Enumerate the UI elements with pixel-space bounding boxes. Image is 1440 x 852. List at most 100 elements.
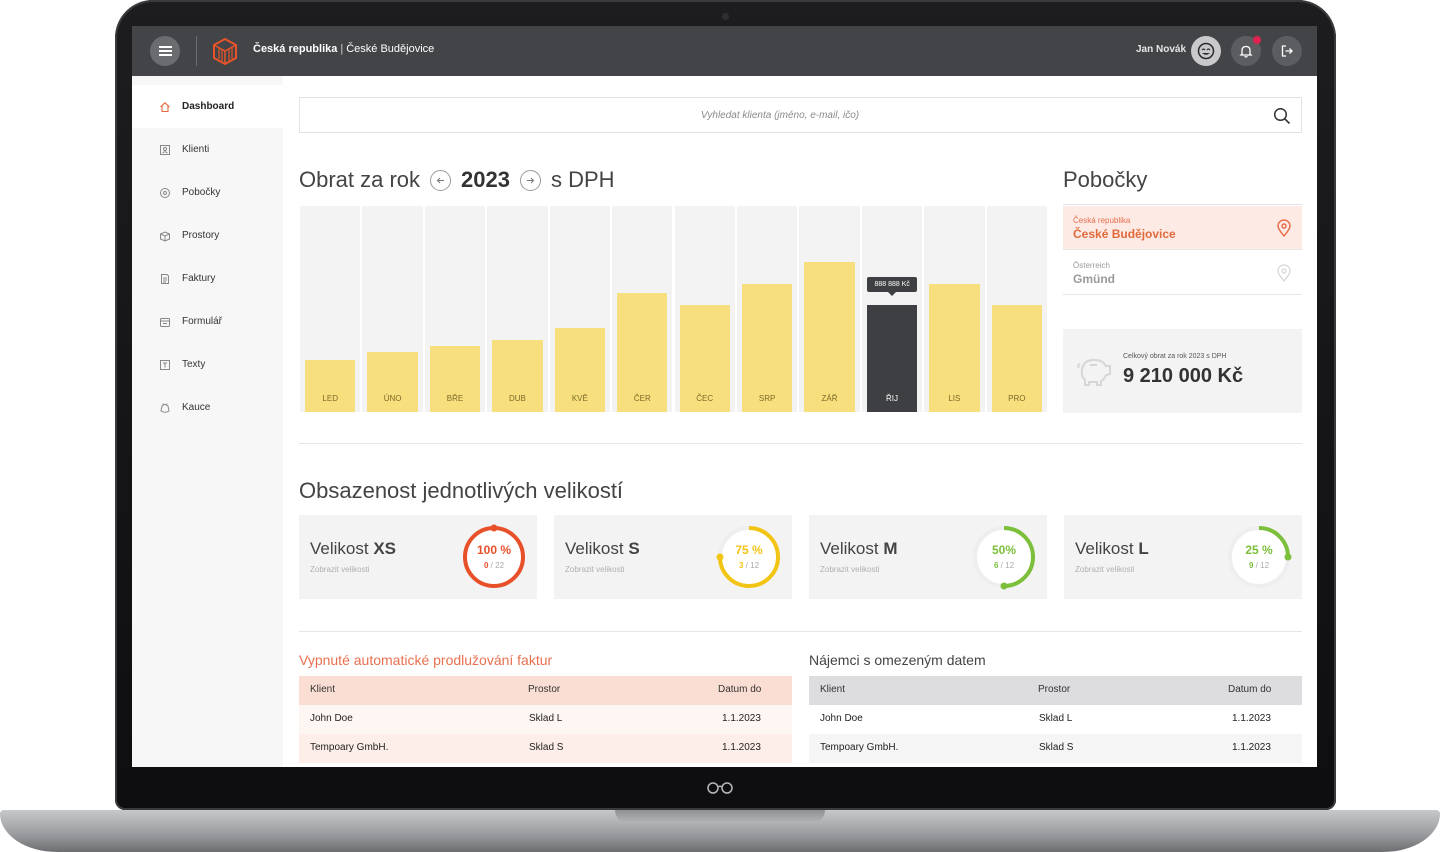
size-card-xs[interactable]: Velikost XS Zobrazit velikosti 100 % 0 /…	[299, 515, 537, 599]
sidebar-item-dashboard[interactable]: Dashboard	[132, 85, 283, 128]
column-header-date: Datum do	[718, 684, 762, 695]
ring-total: / 12	[745, 561, 760, 570]
search-input[interactable]	[300, 98, 1260, 132]
size-card-l[interactable]: Velikost L Zobrazit velikosti 25 % 9 / 1…	[1064, 515, 1302, 599]
table-header: Klient Prostor Datum do	[299, 676, 792, 705]
chart-bar-7[interactable]: SRP	[741, 284, 793, 412]
column-header-date: Datum do	[1228, 684, 1272, 695]
ring-total: / 12	[1255, 561, 1270, 570]
occupancy-ring: 100 % 0 / 22	[459, 522, 529, 592]
chart-tick-label: ČEC	[696, 394, 714, 403]
progress-ring	[973, 526, 1035, 590]
chart-bar-0[interactable]: LED	[305, 360, 356, 412]
deposit-icon	[160, 402, 170, 413]
sidebar-item-texty[interactable]: Texty	[132, 343, 283, 386]
chart-bar-2[interactable]: BŘE	[429, 346, 481, 412]
divider	[299, 631, 1302, 632]
search-icon[interactable]	[1273, 107, 1291, 125]
sidebar-item-klienti[interactable]: Klienti	[132, 128, 283, 171]
chart-tick-label: SRP	[758, 394, 776, 403]
ring-used: 0	[483, 561, 489, 570]
cell-space: Sklad L	[1039, 713, 1073, 724]
sidebar-item-prostory[interactable]: Prostory	[132, 214, 283, 257]
logout-button[interactable]	[1272, 36, 1302, 66]
location-breadcrumb[interactable]: Česká republika | České Budějovice	[253, 43, 434, 55]
size-code: M	[883, 539, 898, 558]
divider	[299, 443, 1302, 444]
sidebar-item-pobocky[interactable]: Pobočky	[132, 171, 283, 214]
show-sizes-link[interactable]: Zobrazit velikosti	[310, 565, 370, 574]
size-code: XS	[373, 539, 397, 558]
sidebar-item-label: Formulář	[182, 316, 223, 327]
table-header: Klient Prostor Datum do	[809, 676, 1302, 705]
top-bar: Česká republika | České Budějovice Jan Nov…	[132, 26, 1317, 76]
ring-percent: 75 %	[735, 543, 763, 557]
ring-count: 9 / 12	[1224, 561, 1294, 570]
chart-bar-4[interactable]: KVĚ	[554, 328, 606, 412]
table-title-auto-renewal-off: Vypnuté automatické prodlužování faktur	[299, 652, 553, 668]
user-name: Jan Novák	[1136, 44, 1187, 55]
size-card-title: Velikost L	[1075, 539, 1149, 559]
sidebar-item-formular[interactable]: Formulář	[132, 300, 283, 343]
menu-button[interactable]	[150, 36, 180, 66]
table-title-limited-date: Nájemci s omezeným datem	[809, 652, 986, 668]
divider	[196, 36, 197, 66]
ring-percent: 25 %	[1245, 543, 1273, 557]
branch-item-ceske-budejovice[interactable]: Česká republika České Budějovice	[1063, 206, 1302, 250]
ring-knob	[1284, 553, 1292, 561]
branch-country: Österreich	[1073, 261, 1110, 270]
show-sizes-link[interactable]: Zobrazit velikosti	[820, 565, 880, 574]
cell-space: Sklad L	[529, 713, 563, 724]
ring-knob	[716, 553, 724, 561]
ring-total: / 22	[490, 561, 505, 570]
chart-bar-8[interactable]: ZÁŘ	[804, 262, 855, 412]
chart-bar-9[interactable]: ŘIJ	[866, 305, 918, 412]
table-row[interactable]: John Doe Sklad L 1.1.2023	[809, 705, 1302, 734]
avatar[interactable]	[1191, 36, 1221, 66]
sidebar-item-label: Dashboard	[182, 101, 235, 112]
prev-year-button[interactable]	[430, 169, 452, 191]
chart-bar-1[interactable]: ÚNO	[367, 352, 418, 412]
cell-client: Tempoary GmbH.	[820, 742, 899, 753]
cell-client: John Doe	[310, 713, 353, 724]
cell-date: 1.1.2023	[722, 742, 761, 753]
logo-icon[interactable]	[210, 36, 240, 66]
size-prefix: Velikost	[310, 539, 369, 558]
laptop-notch	[615, 810, 825, 823]
table-row[interactable]: John Doe Sklad L 1.1.2023	[299, 705, 792, 734]
sidebar-item-label: Faktury	[182, 273, 216, 284]
sidebar-item-label: Klienti	[182, 144, 210, 155]
cell-space: Sklad S	[1039, 742, 1074, 753]
chart-bar-5[interactable]: ČER	[617, 293, 668, 412]
chart-bar-11[interactable]: PRO	[991, 305, 1042, 412]
ring-used: 6	[993, 561, 999, 570]
smiley-icon	[1197, 42, 1215, 60]
branch-city: České Budějovice	[1073, 227, 1176, 241]
size-card-m[interactable]: Velikost M Zobrazit velikosti 50% 6 / 12	[809, 515, 1047, 599]
chart-bar-3[interactable]: DUB	[492, 340, 543, 412]
map-pin-icon	[1277, 264, 1291, 282]
size-card-s[interactable]: Velikost S Zobrazit velikosti 75 % 3 / 1…	[554, 515, 792, 599]
ring-total: / 12	[1000, 561, 1015, 570]
table-row[interactable]: Tempoary GmbH. Sklad S 1.1.2023	[809, 734, 1302, 763]
next-year-button[interactable]	[520, 169, 541, 191]
chart-tick-label: ŘIJ	[885, 394, 898, 403]
sidebar-item-kauce[interactable]: Kauce	[132, 386, 283, 429]
show-sizes-link[interactable]: Zobrazit velikosti	[565, 565, 625, 574]
show-sizes-link[interactable]: Zobrazit velikosti	[1075, 565, 1135, 574]
chart-bar-10[interactable]: LIS	[929, 284, 980, 412]
cell-date: 1.1.2023	[1232, 713, 1271, 724]
branch-item-gmund[interactable]: Österreich Gmünd	[1063, 251, 1302, 295]
chart-tick-label: BŘE	[446, 394, 464, 403]
sidebar-item-faktury[interactable]: Faktury	[132, 257, 283, 300]
ring-percent: 50%	[991, 543, 1017, 557]
chart-bar-6[interactable]: ČEC	[679, 305, 730, 412]
size-prefix: Velikost	[565, 539, 624, 558]
chart-tooltip: 888 888 Kč	[867, 277, 917, 296]
divider	[1063, 204, 1302, 205]
size-card-title: Velikost M	[820, 539, 898, 559]
size-code: S	[628, 539, 640, 558]
table-row[interactable]: Tempoary GmbH. Sklad S 1.1.2023	[299, 734, 792, 763]
ring-knob	[490, 524, 498, 532]
chart-tick-label: LED	[322, 394, 338, 403]
